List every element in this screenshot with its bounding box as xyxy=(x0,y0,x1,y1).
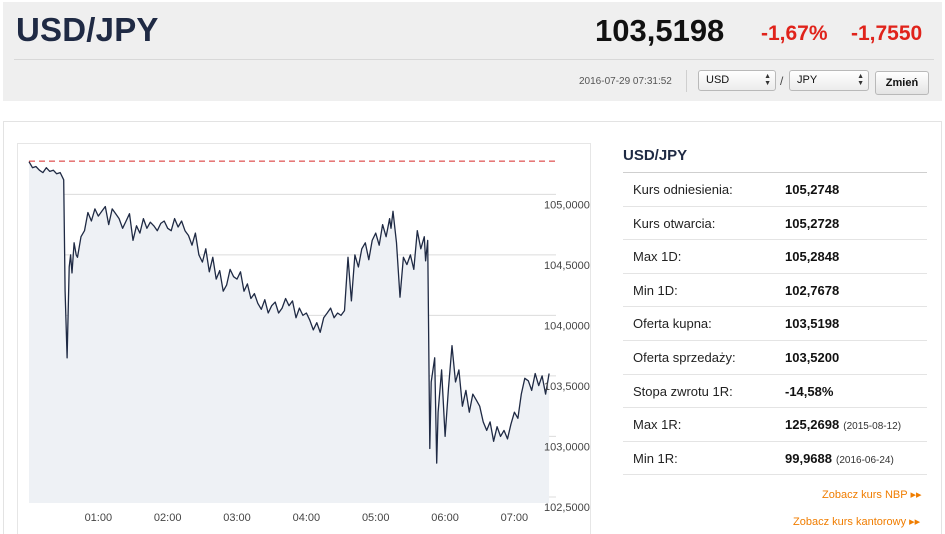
y-tick-label: 104,0000 xyxy=(544,320,590,332)
x-tick-label: 06:00 xyxy=(431,512,459,524)
x-tick-label: 02:00 xyxy=(154,512,182,524)
detail-row: Min 1R: 99,9688 (2016-06-24) xyxy=(623,442,927,476)
detail-date: (2016-06-24) xyxy=(836,454,894,466)
detail-row: Kurs otwarcia: 105,2728 xyxy=(623,207,927,241)
detail-label: Oferta kupna: xyxy=(633,316,712,332)
detail-label: Min 1D: xyxy=(633,282,678,298)
header-divider xyxy=(14,59,934,60)
detail-value-number: 125,2698 xyxy=(785,417,840,433)
detail-row: Max 1D: 105,2848 xyxy=(623,240,927,274)
intraday-chart: 102,5000 103,0000 103,5000 104,0000 104,5000… xyxy=(28,160,590,524)
quote-timestamp: 2016-07-29 07:31:52 xyxy=(579,76,672,87)
detail-row: Max 1R: 125,2698 (2015-08-12) xyxy=(623,408,927,442)
detail-value: 125,2698 (2015-08-12) xyxy=(785,417,901,432)
detail-label: Stopa zwrotu 1R: xyxy=(633,383,733,399)
quote-header: USD/JPY 103,5198 -1,67% -1,7550 2016-07-… xyxy=(3,2,942,101)
detail-value: 99,9688 (2016-06-24) xyxy=(785,451,894,466)
detail-label: Min 1R: xyxy=(633,450,678,466)
detail-label: Kurs otwarcia: xyxy=(633,215,716,231)
detail-label: Oferta sprzedaży: xyxy=(633,349,736,365)
y-tick-labels: 102,5000 103,0000 103,5000 104,0000 104,5000… xyxy=(544,199,590,514)
x-tick-label: 07:00 xyxy=(501,512,529,524)
from-currency-select[interactable]: USD ▲ ▼ xyxy=(698,70,776,91)
quote-details: USD/JPY Kurs odniesienia: 105,2748 Kurs … xyxy=(623,145,927,476)
change-button[interactable]: Zmień xyxy=(875,71,929,95)
change-percent: -1,67% xyxy=(761,22,828,45)
y-tick-label: 103,0000 xyxy=(544,441,590,453)
detail-value: 103,5198 xyxy=(785,316,840,332)
to-currency-value: JPY xyxy=(797,74,818,86)
x-tick-labels: 01:00 02:00 03:00 04:00 05:00 06:00 07:00 xyxy=(85,512,529,524)
y-tick-label: 105,0000 xyxy=(544,199,590,211)
detail-row: Oferta kupna: 103,5198 xyxy=(623,307,927,341)
details-title: USD/JPY xyxy=(623,147,688,164)
detail-value: 102,7678 xyxy=(785,282,840,298)
toolbar-divider xyxy=(686,70,687,92)
x-tick-label: 03:00 xyxy=(223,512,251,524)
pair-title: USD/JPY xyxy=(16,11,159,48)
detail-row: Kurs odniesienia: 105,2748 xyxy=(623,173,927,207)
detail-label: Max 1R: xyxy=(633,417,682,433)
y-tick-label: 103,5000 xyxy=(544,381,590,393)
detail-row: Stopa zwrotu 1R: -14,58% xyxy=(623,375,927,409)
details-title-divider xyxy=(623,172,927,173)
x-tick-label: 01:00 xyxy=(85,512,113,524)
detail-value-number: 99,9688 xyxy=(785,450,832,466)
detail-row: Oferta sprzedaży: 103,5200 xyxy=(623,341,927,375)
exchange-office-rate-link[interactable]: Zobacz kurs kantorowy ▸▸ xyxy=(793,516,921,528)
detail-value: 103,5200 xyxy=(785,349,840,365)
change-absolute: -1,7550 xyxy=(851,22,923,45)
select-arrows-icon: ▲ ▼ xyxy=(857,73,864,87)
detail-label: Kurs odniesienia: xyxy=(633,182,733,197)
nbp-rate-link[interactable]: Zobacz kurs NBP ▸▸ xyxy=(822,489,922,501)
detail-row: Min 1D: 102,7678 xyxy=(623,274,927,308)
current-rate: 103,5198 xyxy=(595,13,725,48)
x-tick-label: 05:00 xyxy=(362,512,390,524)
y-tick-label: 102,5000 xyxy=(544,502,590,514)
detail-value: 105,2728 xyxy=(785,215,840,231)
chart-container: 102,5000 103,0000 103,5000 104,0000 104,5000… xyxy=(17,143,591,534)
detail-date: (2015-08-12) xyxy=(843,421,902,433)
detail-label: Max 1D: xyxy=(633,249,682,265)
y-tick-label: 104,5000 xyxy=(544,260,590,272)
detail-value: -14,58% xyxy=(785,383,834,399)
detail-value: 105,2748 xyxy=(785,182,840,197)
select-arrows-icon: ▲ ▼ xyxy=(764,73,771,87)
to-currency-select[interactable]: JPY ▲ ▼ xyxy=(789,70,869,91)
price-line xyxy=(28,161,550,464)
from-currency-value: USD xyxy=(706,74,730,86)
x-tick-label: 04:00 xyxy=(293,512,321,524)
chart-area-fill xyxy=(29,161,550,503)
currency-separator: / xyxy=(780,74,784,88)
detail-value: 105,2848 xyxy=(785,249,840,265)
